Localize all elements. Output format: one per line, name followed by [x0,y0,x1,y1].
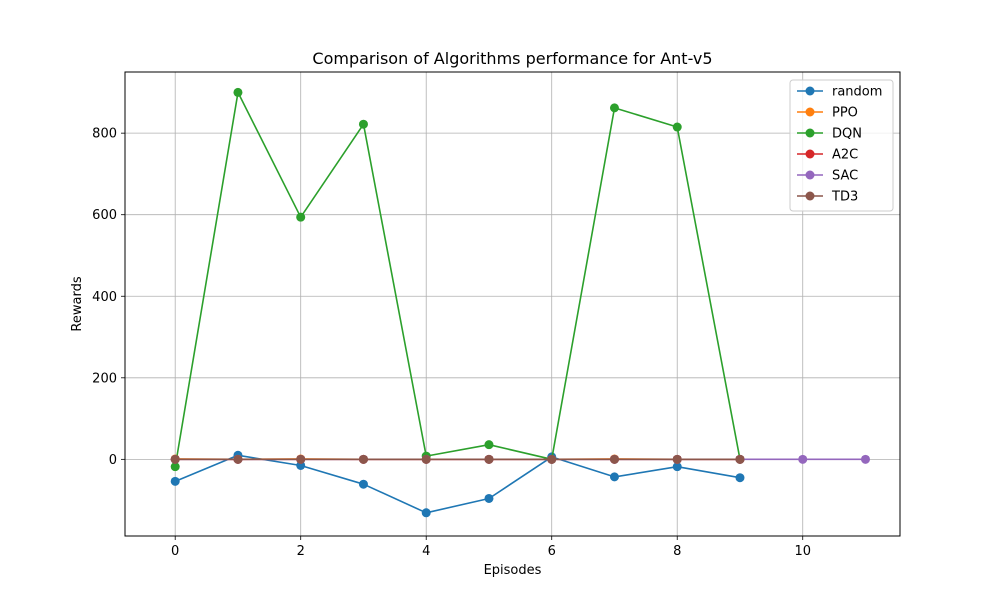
plot-series [170,87,870,518]
legend-marker [805,128,815,138]
data-point-td3 [672,454,682,464]
data-point-dqn [358,119,368,129]
data-point-td3 [609,454,619,464]
data-point-td3 [547,454,557,464]
legend: random PPO DQN A2C SAC TD3 [789,79,894,212]
legend-item-ppo: PPO [797,106,858,121]
legend-item-random: random [797,85,882,100]
legend-label: PPO [832,106,858,121]
data-point-td3 [484,454,494,464]
data-point-td3 [421,454,431,464]
x-tick-label: 6 [548,544,556,559]
data-point-td3 [735,454,745,464]
data-point-random [672,462,682,472]
y-axis-title: Rewards [70,276,85,331]
y-tick-label: 200 [92,371,117,386]
data-point-random [484,493,494,503]
data-point-dqn [233,87,243,97]
data-point-dqn [484,440,494,450]
x-tick-label: 4 [422,544,430,559]
data-point-dqn [170,462,180,472]
data-point-dqn [672,122,682,132]
series-td3 [170,454,745,464]
series-line-random [174,454,741,514]
x-tick-label: 8 [673,544,681,559]
data-point-random [609,472,619,482]
data-point-sac [860,454,870,464]
legend-label: SAC [832,169,858,184]
data-point-random [170,476,180,486]
series-line-dqn [174,91,741,467]
data-point-dqn [296,212,306,222]
legend-label: TD3 [831,190,858,205]
data-point-td3 [233,454,243,464]
x-axis-title: Episodes [484,563,542,578]
series-random [170,450,745,518]
legend-item-td3: TD3 [797,190,858,205]
legend-label: DQN [832,127,862,142]
y-tick-label: 0 [109,453,117,468]
data-point-random [421,508,431,518]
legend-marker [805,149,815,159]
y-tick-label: 400 [92,290,117,305]
legend-item-sac: SAC [797,169,858,184]
legend-marker [805,86,815,96]
legend-item-a2c: A2C [797,148,858,163]
x-tick-label: 10 [794,544,811,559]
axis-ticks: 0 2 4 6 8 10 0 200 400 600 800 [92,127,811,559]
chart-title: Comparison of Algorithms performance for… [312,49,712,68]
legend-marker [805,170,815,180]
data-point-sac [798,454,808,464]
legend-item-dqn: DQN [797,127,862,142]
data-point-random [358,479,368,489]
data-point-td3 [296,454,306,464]
data-point-dqn [609,103,619,113]
legend-marker [805,191,815,201]
x-tick-label: 0 [171,544,179,559]
data-point-td3 [358,454,368,464]
data-point-td3 [170,454,180,464]
legend-marker [805,107,815,117]
data-point-random [735,473,745,483]
x-tick-label: 2 [297,544,305,559]
y-tick-label: 800 [92,127,117,142]
legend-label: A2C [832,148,858,163]
plot-area-frame [124,71,901,537]
y-tick-label: 600 [92,208,117,223]
legend-label: random [832,85,882,100]
